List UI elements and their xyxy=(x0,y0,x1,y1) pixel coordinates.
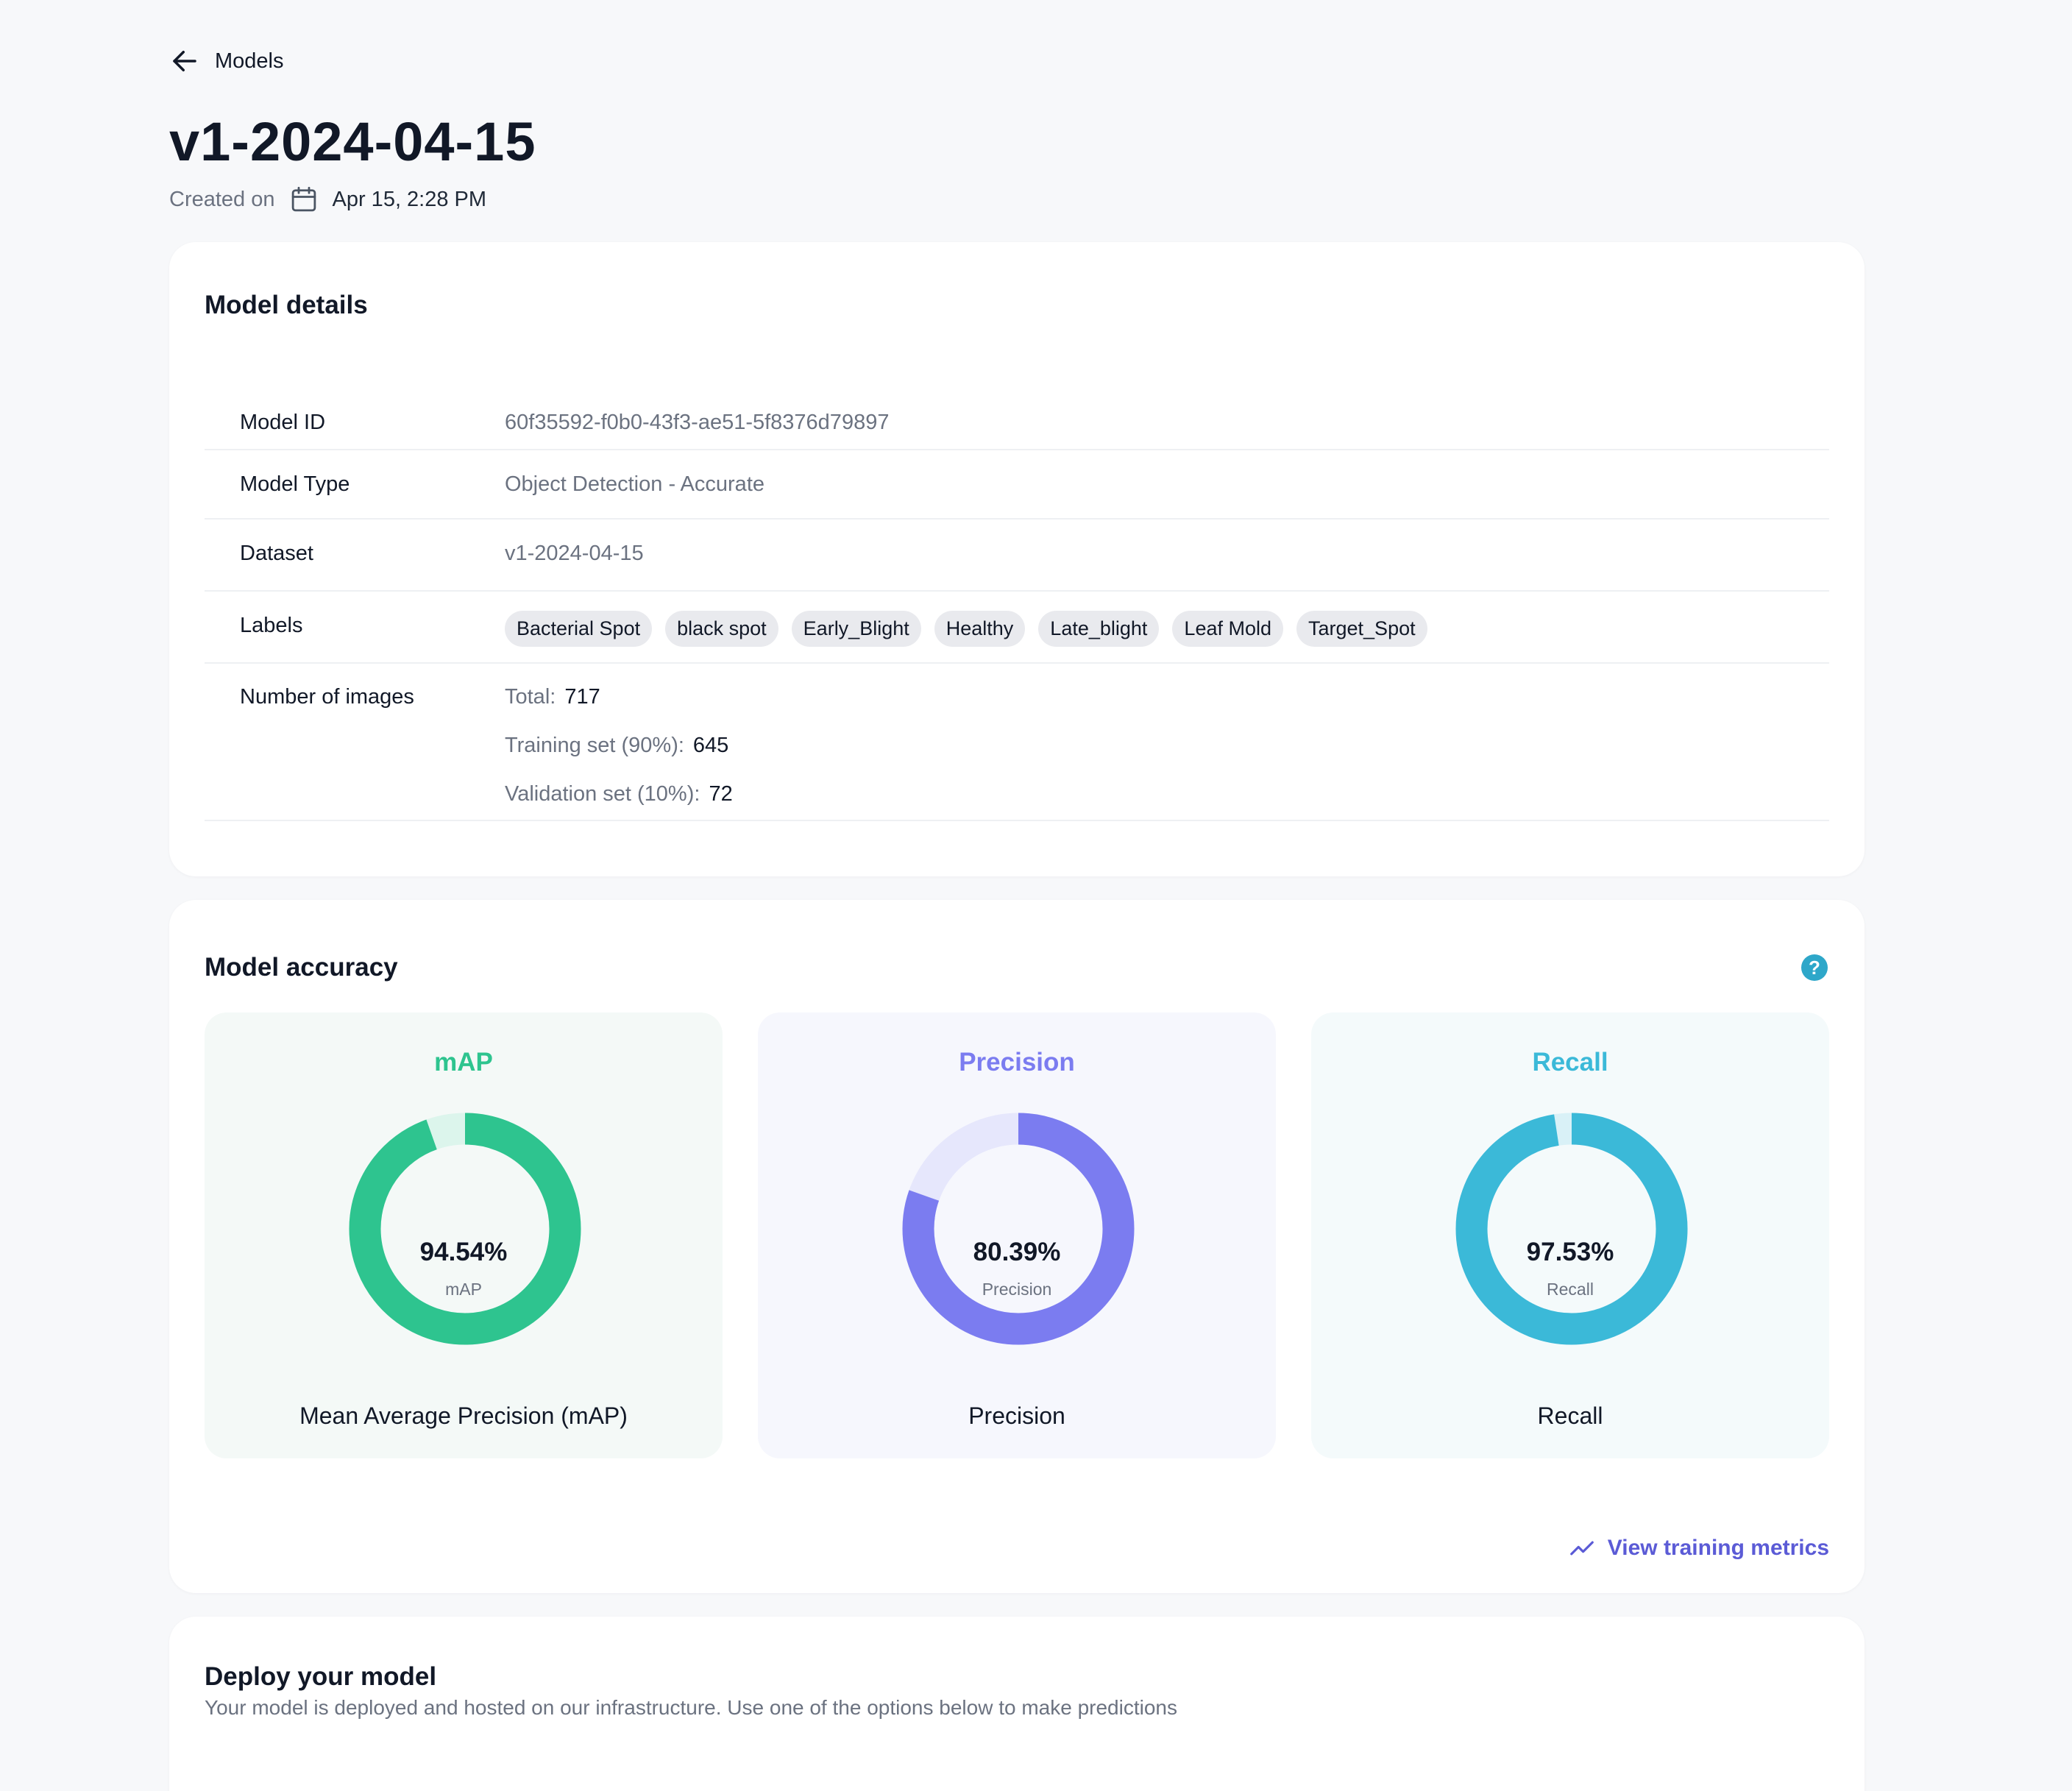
metric-sub-label: Recall xyxy=(1547,1280,1594,1299)
images-breakdown: Total: 717 Training set (90%): 645 Validat… xyxy=(505,685,1829,831)
label-chip: Target_Spot xyxy=(1296,611,1427,647)
deploy-subtitle: Your model is deployed and hosted on our… xyxy=(205,1696,1177,1719)
images-total-label: Total: xyxy=(505,685,556,709)
metric-card-recall: Recall 97.53% Recall Recall xyxy=(1311,1012,1829,1458)
model-id-value: 60f35592-f0b0-43f3-ae51-5f8376d79897 xyxy=(505,411,890,434)
metric-value: 97.53% xyxy=(1526,1238,1614,1266)
metric-description: Recall xyxy=(1537,1402,1603,1429)
map-donut xyxy=(349,1113,581,1345)
created-prefix: Created on xyxy=(169,187,275,211)
images-training-value: 645 xyxy=(692,734,729,757)
precision-donut xyxy=(902,1113,1135,1345)
label-chip: Late_blight xyxy=(1038,611,1160,647)
donut-value-arc xyxy=(1455,1113,1688,1345)
images-validation-label: Validation set (10%): xyxy=(505,782,700,806)
metric-sub-label: Precision xyxy=(982,1280,1052,1299)
label-chip: Healthy xyxy=(934,611,1026,647)
dataset-link[interactable]: v1-2024-04-15 xyxy=(505,542,644,565)
model-details-card: Model details Model ID 60f35592-f0b0-43f… xyxy=(169,242,1865,876)
metric-description: Mean Average Precision (mAP) xyxy=(299,1402,628,1429)
label-chip: black spot xyxy=(665,611,778,647)
page-title: v1-2024-04-15 xyxy=(169,111,536,172)
created-info: Created on Apr 15, 2:28 PM xyxy=(169,184,486,215)
metric-card-precision: Precision 80.39% Precision Precision xyxy=(758,1012,1276,1458)
view-training-metrics-label: View training metrics xyxy=(1607,1536,1829,1560)
deploy-title: Deploy your model xyxy=(205,1662,437,1691)
metric-name: Precision xyxy=(959,1048,1075,1077)
deploy-card: Deploy your model Your model is deployed… xyxy=(169,1617,1865,1791)
calendar-icon xyxy=(291,186,316,212)
model-type-label: Model Type xyxy=(240,472,350,496)
images-training: Training set (90%): 645 xyxy=(505,734,1829,758)
images-validation: Validation set (10%): 72 xyxy=(505,782,1829,806)
metric-value: 80.39% xyxy=(973,1238,1061,1266)
model-id-label: Model ID xyxy=(240,411,326,434)
label-chip: Leaf Mold xyxy=(1172,611,1283,647)
row-labels: Labels Bacterial Spot black spot Early_B… xyxy=(205,592,1829,664)
trending-up-icon xyxy=(1569,1541,1594,1556)
dataset-label: Dataset xyxy=(240,542,313,565)
back-link[interactable]: Models xyxy=(169,46,284,77)
donut-value-arc xyxy=(349,1113,581,1345)
metric-card-map: mAP 94.54% mAP Mean Average Precision (m… xyxy=(205,1012,723,1458)
metric-description: Precision xyxy=(968,1402,1065,1429)
metric-name: mAP xyxy=(434,1048,493,1077)
row-model-type: Model Type Object Detection - Accurate xyxy=(205,450,1829,519)
model-type-value: Object Detection - Accurate xyxy=(505,472,764,496)
metric-sub-label: mAP xyxy=(445,1280,482,1299)
recall-donut xyxy=(1455,1113,1688,1345)
view-training-metrics-link[interactable]: View training metrics xyxy=(1568,1534,1829,1562)
model-accuracy-card: Model accuracy ? mAP 94.54% mAP Mean Ave… xyxy=(169,900,1865,1593)
images-label: Number of images xyxy=(240,685,414,709)
label-chip: Early_Blight xyxy=(791,611,921,647)
row-images: Number of images Total: 717 Training set … xyxy=(205,664,1829,821)
labels-chips: Bacterial Spot black spot Early_Blight H… xyxy=(505,611,1829,647)
images-training-label: Training set (90%): xyxy=(505,734,684,757)
arrow-left-icon xyxy=(173,51,196,71)
help-icon[interactable]: ? xyxy=(1801,954,1828,981)
back-link-label: Models xyxy=(215,49,284,73)
model-details-title: Model details xyxy=(205,291,368,319)
images-validation-value: 72 xyxy=(709,782,733,806)
metric-value: 94.54% xyxy=(419,1238,508,1266)
label-chip: Bacterial Spot xyxy=(505,611,653,647)
images-total: Total: 717 xyxy=(505,685,1829,709)
labels-label: Labels xyxy=(240,614,303,637)
details-table: Model ID 60f35592-f0b0-43f3-ae51-5f8376d… xyxy=(205,380,1829,821)
donut-value-arc xyxy=(902,1113,1135,1345)
images-total-value: 717 xyxy=(564,685,600,709)
created-date: Apr 15, 2:28 PM xyxy=(332,187,487,211)
metric-name: Recall xyxy=(1532,1048,1608,1077)
model-accuracy-title: Model accuracy xyxy=(205,953,398,982)
row-model-id: Model ID 60f35592-f0b0-43f3-ae51-5f8376d… xyxy=(205,380,1829,450)
row-dataset: Dataset v1-2024-04-15 xyxy=(205,519,1829,592)
